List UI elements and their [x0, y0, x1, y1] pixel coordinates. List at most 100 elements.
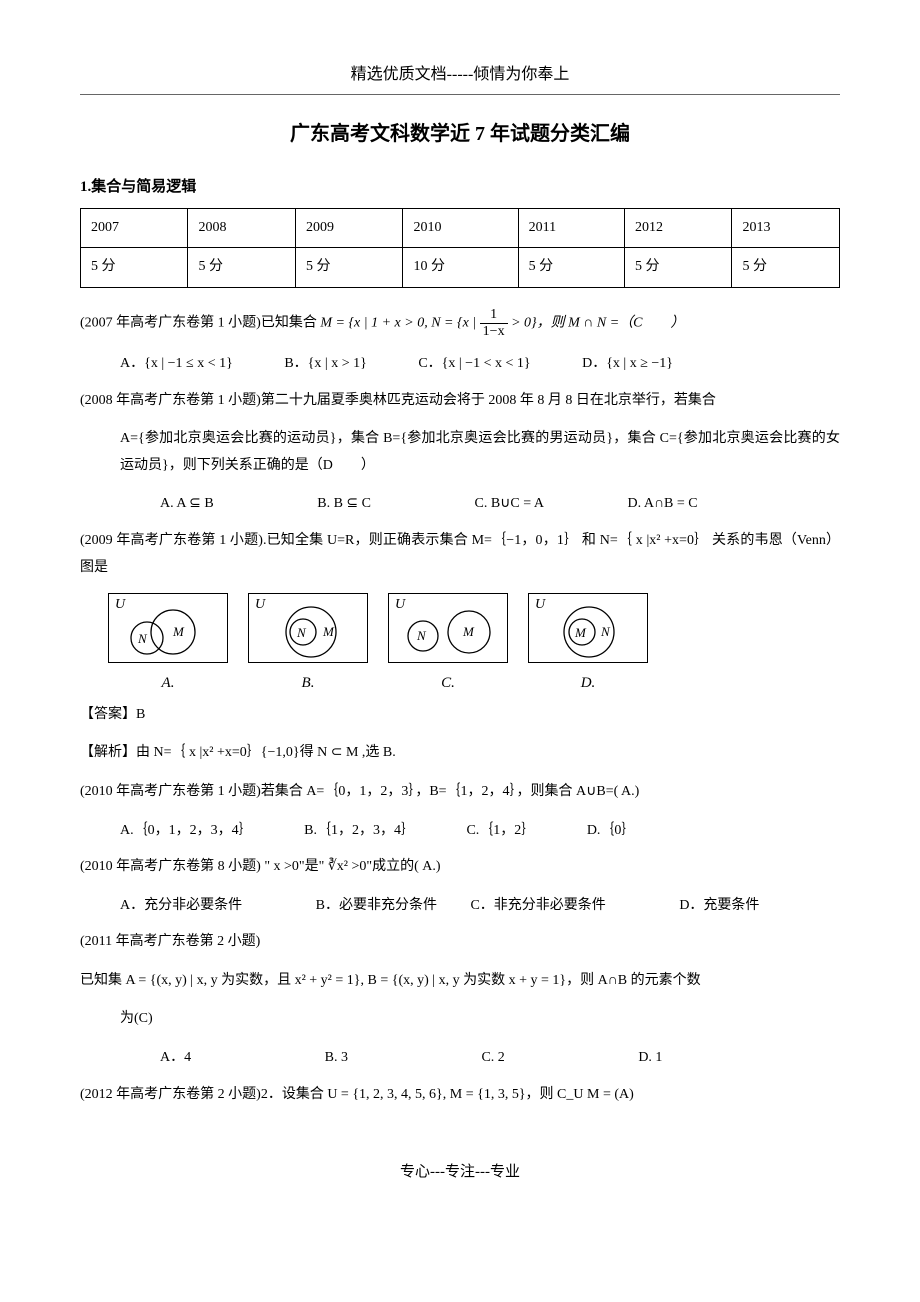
section-title: 1.集合与简易逻辑	[80, 173, 840, 202]
option-d: D．{x | x ≥ −1}	[582, 351, 673, 378]
analysis-2009: 【解析】由 N=｛ x |x² +x=0｝{−1,0}得 N ⊂ M ,选 B.	[80, 740, 840, 767]
options-2011: A．4 B. 3 C. 2 D. 1	[80, 1045, 840, 1072]
question-2011: 已知集 A = {(x, y) | x, y 为实数，且 x² + y² = 1…	[80, 968, 840, 995]
question-2010-8: (2010 年高考广东卷第 8 小题) " x >0"是" ∛x² >0"成立的…	[80, 854, 840, 881]
math-expr: > 0}，则 M ∩ N =（C ）	[511, 316, 684, 331]
svg-text:M: M	[462, 624, 475, 639]
question-2011-header: (2011 年高考广东卷第 2 小题)	[80, 929, 840, 956]
options-2010-8: A．充分非必要条件 B．必要非充分条件 C．非充分非必要条件 D．充要条件	[80, 893, 840, 920]
options-2010-1: A.｛0，1，2，3，4｝ B.｛1，2，3，4｝ C.｛1，2｝ D.｛0｝	[80, 818, 840, 845]
numerator: 1	[480, 308, 508, 324]
venn-d: U M N D.	[528, 593, 648, 698]
stem-text-a: (2010 年高考广东卷第 8 小题) " x >0"是"	[80, 859, 328, 874]
option-a: A．充分非必要条件	[120, 893, 242, 920]
stem-text: 已知集 A = {(x, y) | x, y 为实数，且 x² + y² = 1…	[80, 973, 701, 988]
svg-text:M: M	[322, 624, 335, 639]
question-2008: (2008 年高考广东卷第 1 小题)第二十九届夏季奥林匹克运动会将于 2008…	[80, 388, 840, 415]
option-b: B. B ⊆ C	[317, 491, 371, 518]
year-cell: 2010	[403, 208, 518, 248]
venn-label-a: A.	[162, 669, 175, 698]
stem-text: (2010 年高考广东卷第 1 小题)若集合 A=｛0，1，2，3｝，B=｛1，…	[80, 784, 639, 799]
stem-text: (2012 年高考广东卷第 2 小题)2．设集合 U = {1, 2, 3, 4…	[80, 1087, 634, 1102]
venn-b: U N M B.	[248, 593, 368, 698]
option-c: C．非充分非必要条件	[470, 893, 605, 920]
stem-text-b: >0"成立的( A.)	[352, 859, 441, 874]
venn-svg-b: U N M	[248, 593, 368, 663]
score-cell: 5 分	[732, 248, 840, 288]
venn-svg-c: U N M	[388, 593, 508, 663]
option-a: A.｛0，1，2，3，4｝	[120, 818, 253, 845]
score-cell: 5 分	[624, 248, 731, 288]
option-a: A．4	[160, 1045, 191, 1072]
venn-svg-d: U M N	[528, 593, 648, 663]
option-d: D．充要条件	[679, 893, 759, 920]
year-cell: 2013	[732, 208, 840, 248]
venn-label-d: D.	[581, 669, 596, 698]
question-2008-cont: A={参加北京奥运会比赛的运动员}，集合 B={参加北京奥运会比赛的男运动员}，…	[80, 426, 840, 479]
score-cell: 5 分	[188, 248, 295, 288]
question-2012: (2012 年高考广东卷第 2 小题)2．设集合 U = {1, 2, 3, 4…	[80, 1082, 840, 1109]
svg-text:U: U	[255, 597, 266, 612]
score-cell: 5 分	[295, 248, 402, 288]
stem-text: (2007 年高考广东卷第 1 小题)已知集合	[80, 316, 320, 331]
question-2007: (2007 年高考广东卷第 1 小题)已知集合 M = {x | 1 + x >…	[80, 308, 840, 339]
option-d: D. A∩B = C	[628, 491, 698, 518]
venn-diagram-row: U N M A. U N M B. U N M C. U	[108, 593, 840, 698]
svg-text:N: N	[296, 625, 307, 640]
options-2007: A．{x | −1 ≤ x < 1} B．{x | x > 1} C．{x | …	[80, 351, 840, 378]
table-row: 5 分 5 分 5 分 10 分 5 分 5 分 5 分	[81, 248, 840, 288]
year-cell: 2007	[81, 208, 188, 248]
year-cell: 2009	[295, 208, 402, 248]
option-c: C. 2	[481, 1045, 504, 1072]
svg-text:M: M	[172, 624, 185, 639]
score-table: 2007 2008 2009 2010 2011 2012 2013 5 分 5…	[80, 208, 840, 288]
year-cell: 2008	[188, 208, 295, 248]
option-b: B．{x | x > 1}	[284, 351, 366, 378]
option-c: C．{x | −1 < x < 1}	[418, 351, 530, 378]
option-d: D. 1	[638, 1045, 662, 1072]
option-c: C. B∪C = A	[475, 491, 545, 518]
question-2010-1: (2010 年高考广东卷第 1 小题)若集合 A=｛0，1，2，3｝，B=｛1，…	[80, 779, 840, 806]
option-a: A. A ⊆ B	[160, 491, 214, 518]
stem-text: (2009 年高考广东卷第 1 小题).已知全集 U=R，则正确表示集合 M=｛…	[80, 533, 840, 575]
svg-text:U: U	[395, 597, 406, 612]
root-expr: ∛x²	[328, 859, 348, 874]
stem-text: A={参加北京奥运会比赛的运动员}，集合 B={参加北京奥运会比赛的男运动员}，…	[120, 431, 840, 473]
question-2011-b: 为(C)	[80, 1006, 840, 1033]
score-cell: 5 分	[81, 248, 188, 288]
venn-label-b: B.	[302, 669, 315, 698]
option-c: C.｛1，2｝	[466, 818, 535, 845]
math-expr: M = {x | 1 + x > 0,	[320, 316, 427, 331]
svg-text:U: U	[535, 597, 546, 612]
question-2009: (2009 年高考广东卷第 1 小题).已知全集 U=R，则正确表示集合 M=｛…	[80, 528, 840, 581]
option-b: B．必要非充分条件	[316, 893, 437, 920]
stem-text-b: 为(C)	[120, 1011, 153, 1026]
option-a: A．{x | −1 ≤ x < 1}	[120, 351, 233, 378]
options-2008: A. A ⊆ B B. B ⊆ C C. B∪C = A D. A∩B = C	[80, 491, 840, 518]
option-b: B. 3	[325, 1045, 348, 1072]
score-cell: 10 分	[403, 248, 518, 288]
venn-svg-a: U N M	[108, 593, 228, 663]
quality-header: 精选优质文档-----倾情为你奉上	[80, 60, 840, 95]
venn-label-c: C.	[441, 669, 455, 698]
option-d: D.｛0｝	[587, 818, 636, 845]
table-row: 2007 2008 2009 2010 2011 2012 2013	[81, 208, 840, 248]
analysis-text: 【解析】由 N=｛ x |x² +x=0｝{−1,0}得 N ⊂ M ,选 B.	[80, 745, 396, 760]
fraction: 1 1−x	[480, 308, 508, 339]
svg-text:U: U	[115, 597, 126, 612]
math-expr: N = {x |	[431, 316, 479, 331]
svg-text:N: N	[137, 631, 148, 646]
venn-a: U N M A.	[108, 593, 228, 698]
page-title: 广东高考文科数学近 7 年试题分类汇编	[80, 115, 840, 153]
year-cell: 2011	[518, 208, 624, 248]
svg-text:M: M	[574, 625, 587, 640]
option-b: B.｛1，2，3，4｝	[304, 818, 415, 845]
page-footer: 专心---专注---专业	[80, 1158, 840, 1187]
svg-text:N: N	[416, 628, 427, 643]
denominator: 1−x	[480, 324, 508, 339]
stem-text: (2008 年高考广东卷第 1 小题)第二十九届夏季奥林匹克运动会将于 2008…	[80, 393, 716, 408]
svg-text:N: N	[600, 624, 611, 639]
venn-c: U N M C.	[388, 593, 508, 698]
year-cell: 2012	[624, 208, 731, 248]
answer-2009: 【答案】B	[80, 702, 840, 729]
